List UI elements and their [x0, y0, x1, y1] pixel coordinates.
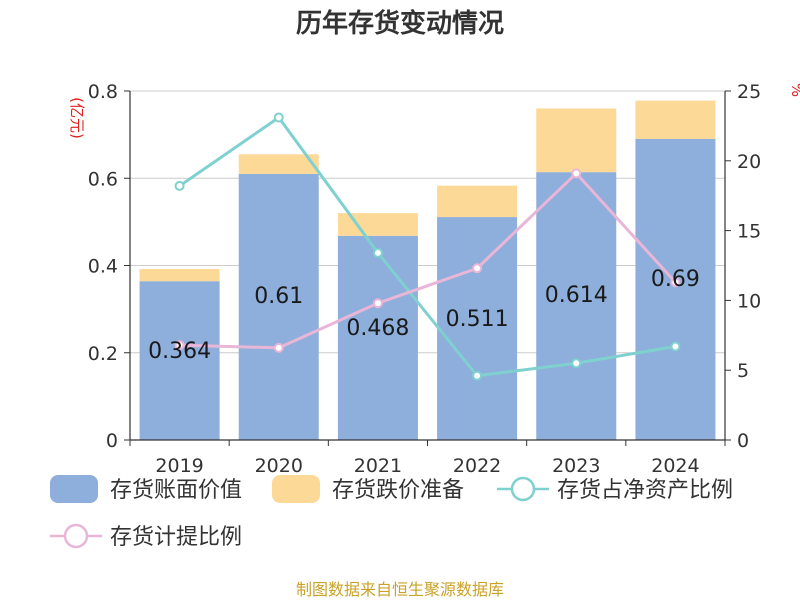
line-point	[174, 180, 185, 191]
legend-swatch	[50, 475, 98, 503]
right-axis-tick-label: 10	[737, 290, 761, 312]
x-axis-tick-label: 2020	[255, 455, 303, 477]
line-point	[472, 370, 483, 381]
right-axis-tick-label: 0	[737, 430, 749, 452]
bar-impairment-reserve	[635, 100, 716, 139]
right-axis-tick-label: 15	[737, 221, 761, 243]
x-axis-tick-label: 2023	[552, 455, 600, 477]
bar-book-value	[437, 217, 518, 440]
bar-data-label: 0.69	[651, 267, 700, 292]
line-point	[273, 342, 284, 353]
line-point	[670, 341, 681, 352]
bar-impairment-reserve	[139, 268, 220, 282]
right-axis-tick-label: 5	[737, 360, 749, 382]
line-point	[571, 168, 582, 179]
data-source: 制图数据来自恒生聚源数据库	[296, 580, 504, 599]
bar-book-value	[238, 173, 319, 440]
left-axis-tick-label: 0.4	[88, 256, 118, 278]
bar-book-value	[139, 281, 220, 440]
left-axis-tick-label: 0.8	[88, 81, 118, 103]
bar-data-label: 0.364	[148, 339, 211, 364]
x-axis-tick-label: 2024	[651, 455, 699, 477]
bar-data-label: 0.61	[254, 284, 303, 309]
bar-impairment-reserve	[536, 108, 617, 173]
bar-data-label: 0.511	[446, 307, 509, 332]
line-point	[174, 340, 185, 351]
bar-book-value	[635, 138, 716, 441]
legend-label: 存货占净资产比例	[557, 478, 733, 503]
line-point	[571, 358, 582, 369]
bar-book-value	[337, 235, 418, 440]
x-axis-tick-label: 2021	[354, 455, 402, 477]
right-axis-tick-label: 25	[737, 81, 761, 103]
chart-title: 历年存货变动情况	[296, 8, 504, 39]
x-axis-tick-label: 2019	[155, 455, 203, 477]
legend-label: 存货计提比例	[110, 525, 242, 550]
x-axis-tick-label: 2022	[453, 455, 501, 477]
legend-marker	[510, 476, 536, 502]
legend-marker	[63, 523, 89, 549]
line-inventory-to-net-assets	[178, 115, 676, 378]
left-axis-tick-label: 0.6	[88, 168, 118, 190]
line-point	[372, 298, 383, 309]
bar-data-label: 0.468	[346, 316, 409, 341]
bar-book-value	[536, 172, 617, 440]
left-axis-unit: (亿元)	[68, 97, 86, 139]
bar-impairment-reserve	[437, 185, 518, 218]
right-axis-tick-label: 20	[737, 151, 761, 173]
bar-impairment-reserve	[238, 154, 319, 174]
left-axis-tick-label: 0	[106, 430, 118, 452]
right-axis-unit: %	[788, 83, 800, 97]
line-point	[273, 112, 284, 123]
bar-impairment-reserve	[337, 213, 418, 236]
legend-label: 存货跌价准备	[332, 478, 464, 503]
bar-data-label: 0.614	[545, 283, 608, 308]
line-point	[372, 247, 383, 258]
left-axis-tick-label: 0.2	[88, 343, 118, 365]
line-provision-ratio	[179, 171, 677, 350]
legend-label: 存货账面价值	[110, 478, 242, 503]
line-point	[670, 277, 681, 288]
line-point	[472, 263, 483, 274]
legend-swatch	[272, 475, 320, 503]
